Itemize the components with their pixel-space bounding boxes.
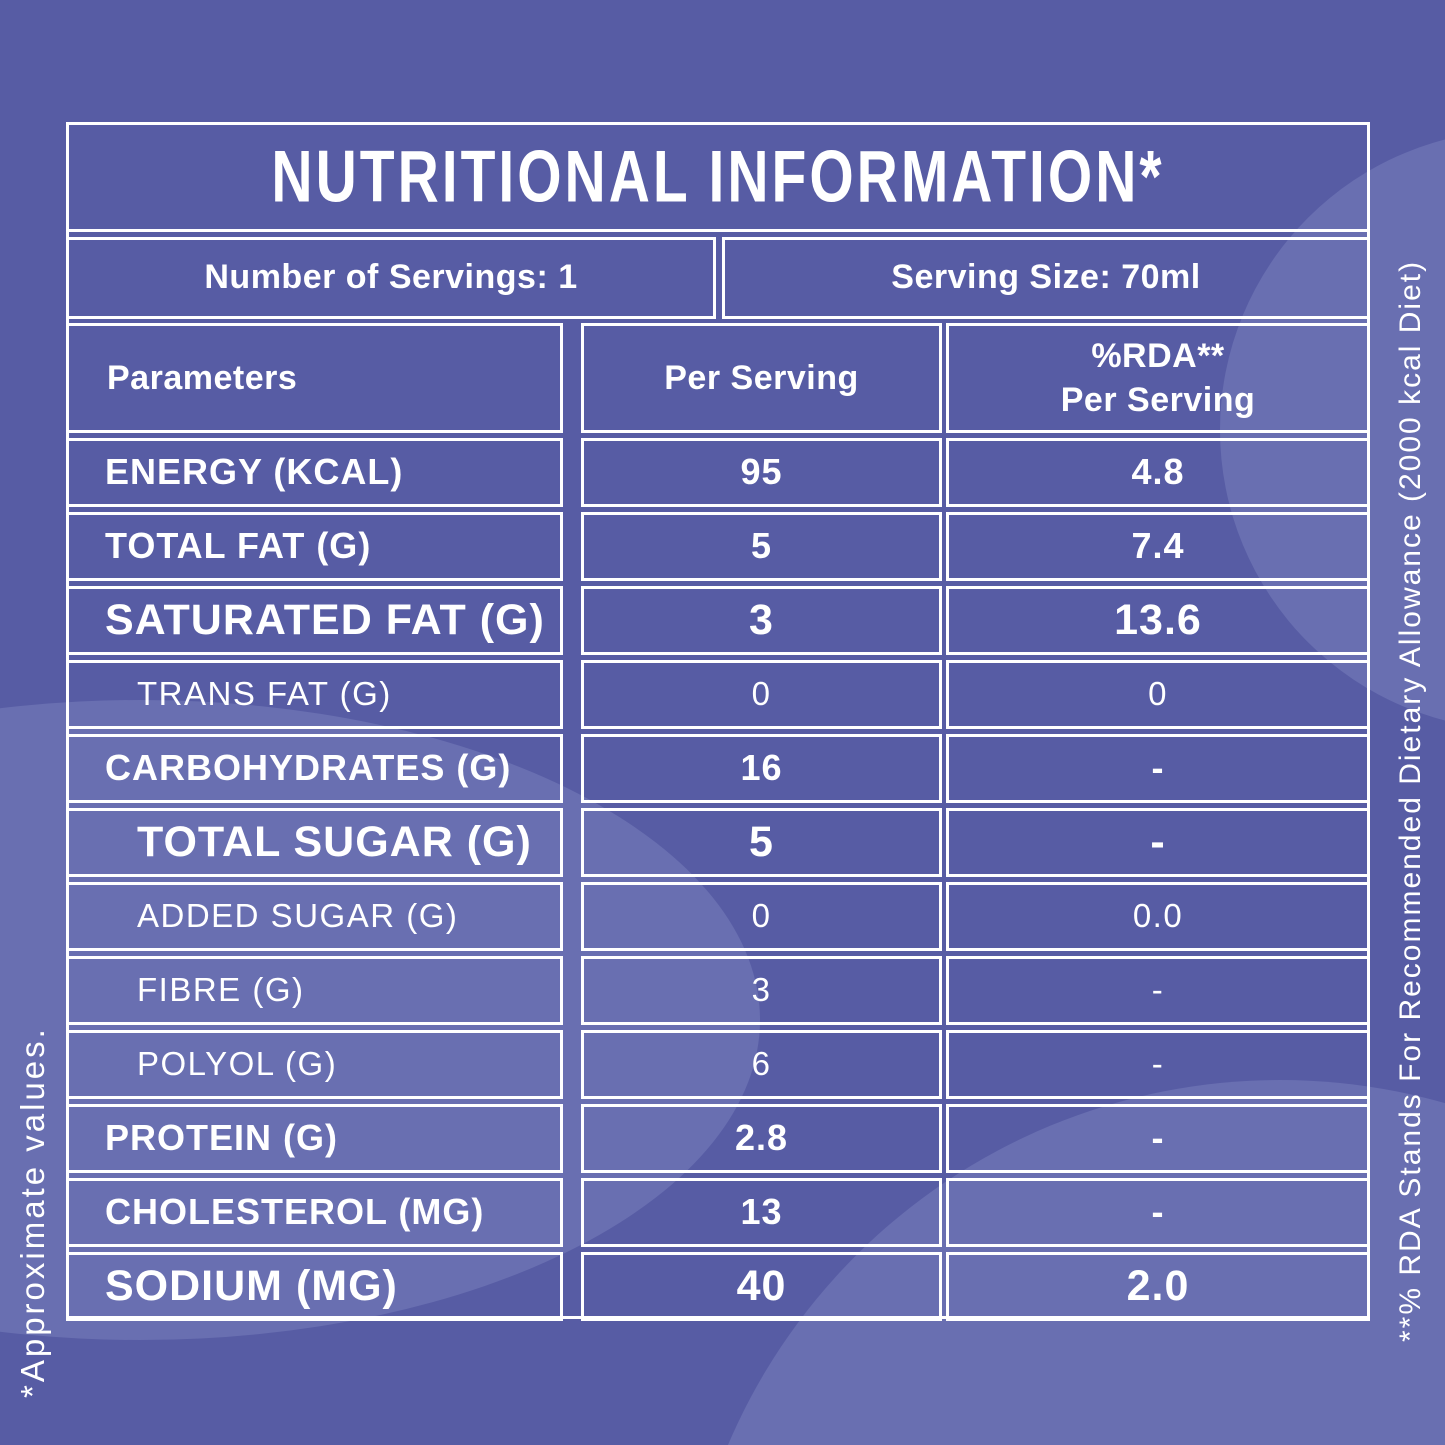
nutrient-label: ENERGY (KCAL) bbox=[66, 437, 563, 507]
title-cell: NUTRITIONAL INFORMATION* bbox=[66, 122, 1370, 232]
rda-value: - bbox=[946, 1103, 1370, 1173]
per-serving-value: 3 bbox=[581, 585, 942, 655]
nutrient-label: PROTEIN (G) bbox=[66, 1103, 563, 1173]
rda-value: - bbox=[946, 733, 1370, 803]
nutrient-row-fibre-g: FIBRE (G) 3 - bbox=[66, 955, 1370, 1025]
column-header-per-serving: Per Serving bbox=[581, 323, 942, 433]
nutrient-label: ADDED SUGAR (G) bbox=[66, 881, 563, 951]
rda-value: 13.6 bbox=[946, 585, 1370, 655]
nutrient-row-polyol-g: POLYOL (G) 6 - bbox=[66, 1029, 1370, 1099]
nutrient-label: TRANS FAT (G) bbox=[66, 659, 563, 729]
page-title: NUTRITIONAL INFORMATION* bbox=[271, 136, 1165, 218]
nutrient-label: CHOLESTEROL (MG) bbox=[66, 1177, 563, 1247]
per-serving-value: 5 bbox=[581, 807, 942, 877]
column-header-rda: %RDA** Per Serving bbox=[946, 323, 1370, 433]
nutrient-row-saturated-fat-g: SATURATED FAT (G) 3 13.6 bbox=[66, 585, 1370, 655]
rda-header-line1: %RDA** bbox=[1091, 336, 1225, 375]
serving-size-cell: Serving Size: 70ml bbox=[722, 236, 1370, 319]
nutrient-label: POLYOL (G) bbox=[66, 1029, 563, 1099]
per-serving-value: 2.8 bbox=[581, 1103, 942, 1173]
nutrition-table: NUTRITIONAL INFORMATION* Number of Servi… bbox=[66, 122, 1370, 1326]
nutrient-row-energy-kcal: ENERGY (KCAL) 95 4.8 bbox=[66, 437, 1370, 507]
nutrient-row-trans-fat-g: TRANS FAT (G) 0 0 bbox=[66, 659, 1370, 729]
nutrient-label: TOTAL SUGAR (G) bbox=[66, 807, 563, 877]
nutrient-label: SODIUM (MG) bbox=[66, 1251, 563, 1321]
rda-value: 2.0 bbox=[946, 1251, 1370, 1321]
rda-value: 0.0 bbox=[946, 881, 1370, 951]
per-serving-value: 13 bbox=[581, 1177, 942, 1247]
per-serving-value: 0 bbox=[581, 881, 942, 951]
per-serving-value: 3 bbox=[581, 955, 942, 1025]
nutrient-label: FIBRE (G) bbox=[66, 955, 563, 1025]
rda-value: 7.4 bbox=[946, 511, 1370, 581]
nutrient-row-protein-g: PROTEIN (G) 2.8 - bbox=[66, 1103, 1370, 1173]
nutrient-row-added-sugar-g: ADDED SUGAR (G) 0 0.0 bbox=[66, 881, 1370, 951]
nutrient-row-carbohydrates-g: CARBOHYDRATES (G) 16 - bbox=[66, 733, 1370, 803]
title-row: NUTRITIONAL INFORMATION* bbox=[66, 122, 1370, 232]
rda-value: 0 bbox=[946, 659, 1370, 729]
servings-row: Number of Servings: 1 Serving Size: 70ml bbox=[66, 236, 1370, 319]
per-serving-value: 5 bbox=[581, 511, 942, 581]
nutrient-row-sodium-mg: SODIUM (MG) 40 2.0 bbox=[66, 1251, 1370, 1321]
rda-value: 4.8 bbox=[946, 437, 1370, 507]
nutrient-row-total-fat-g: TOTAL FAT (G) 5 7.4 bbox=[66, 511, 1370, 581]
rda-value: - bbox=[946, 1029, 1370, 1099]
per-serving-value: 6 bbox=[581, 1029, 942, 1099]
column-header-parameters: Parameters bbox=[66, 323, 563, 433]
per-serving-value: 95 bbox=[581, 437, 942, 507]
nutrient-label: SATURATED FAT (G) bbox=[66, 585, 563, 655]
footnote-rda-definition: **% RDA Stands For Recommended Dietary A… bbox=[1394, 259, 1427, 1342]
nutrient-label: TOTAL FAT (G) bbox=[66, 511, 563, 581]
per-serving-value: 0 bbox=[581, 659, 942, 729]
rda-value: - bbox=[946, 1177, 1370, 1247]
rda-value: - bbox=[946, 807, 1370, 877]
nutrient-row-cholesterol-mg: CHOLESTEROL (MG) 13 - bbox=[66, 1177, 1370, 1247]
servings-count-cell: Number of Servings: 1 bbox=[66, 236, 716, 319]
per-serving-value: 40 bbox=[581, 1251, 942, 1321]
footnote-approximate-values: *Approximate values. bbox=[14, 1026, 51, 1398]
rda-header-line2: Per Serving bbox=[1060, 381, 1256, 419]
column-header-row: Parameters Per Serving %RDA** Per Servin… bbox=[66, 323, 1370, 433]
per-serving-value: 16 bbox=[581, 733, 942, 803]
nutrient-rows: ENERGY (KCAL) 95 4.8 TOTAL FAT (G) 5 7.4… bbox=[66, 437, 1370, 1321]
nutrient-label: CARBOHYDRATES (G) bbox=[66, 733, 563, 803]
nutrient-row-total-sugar-g: TOTAL SUGAR (G) 5 - bbox=[66, 807, 1370, 877]
rda-value: - bbox=[946, 955, 1370, 1025]
